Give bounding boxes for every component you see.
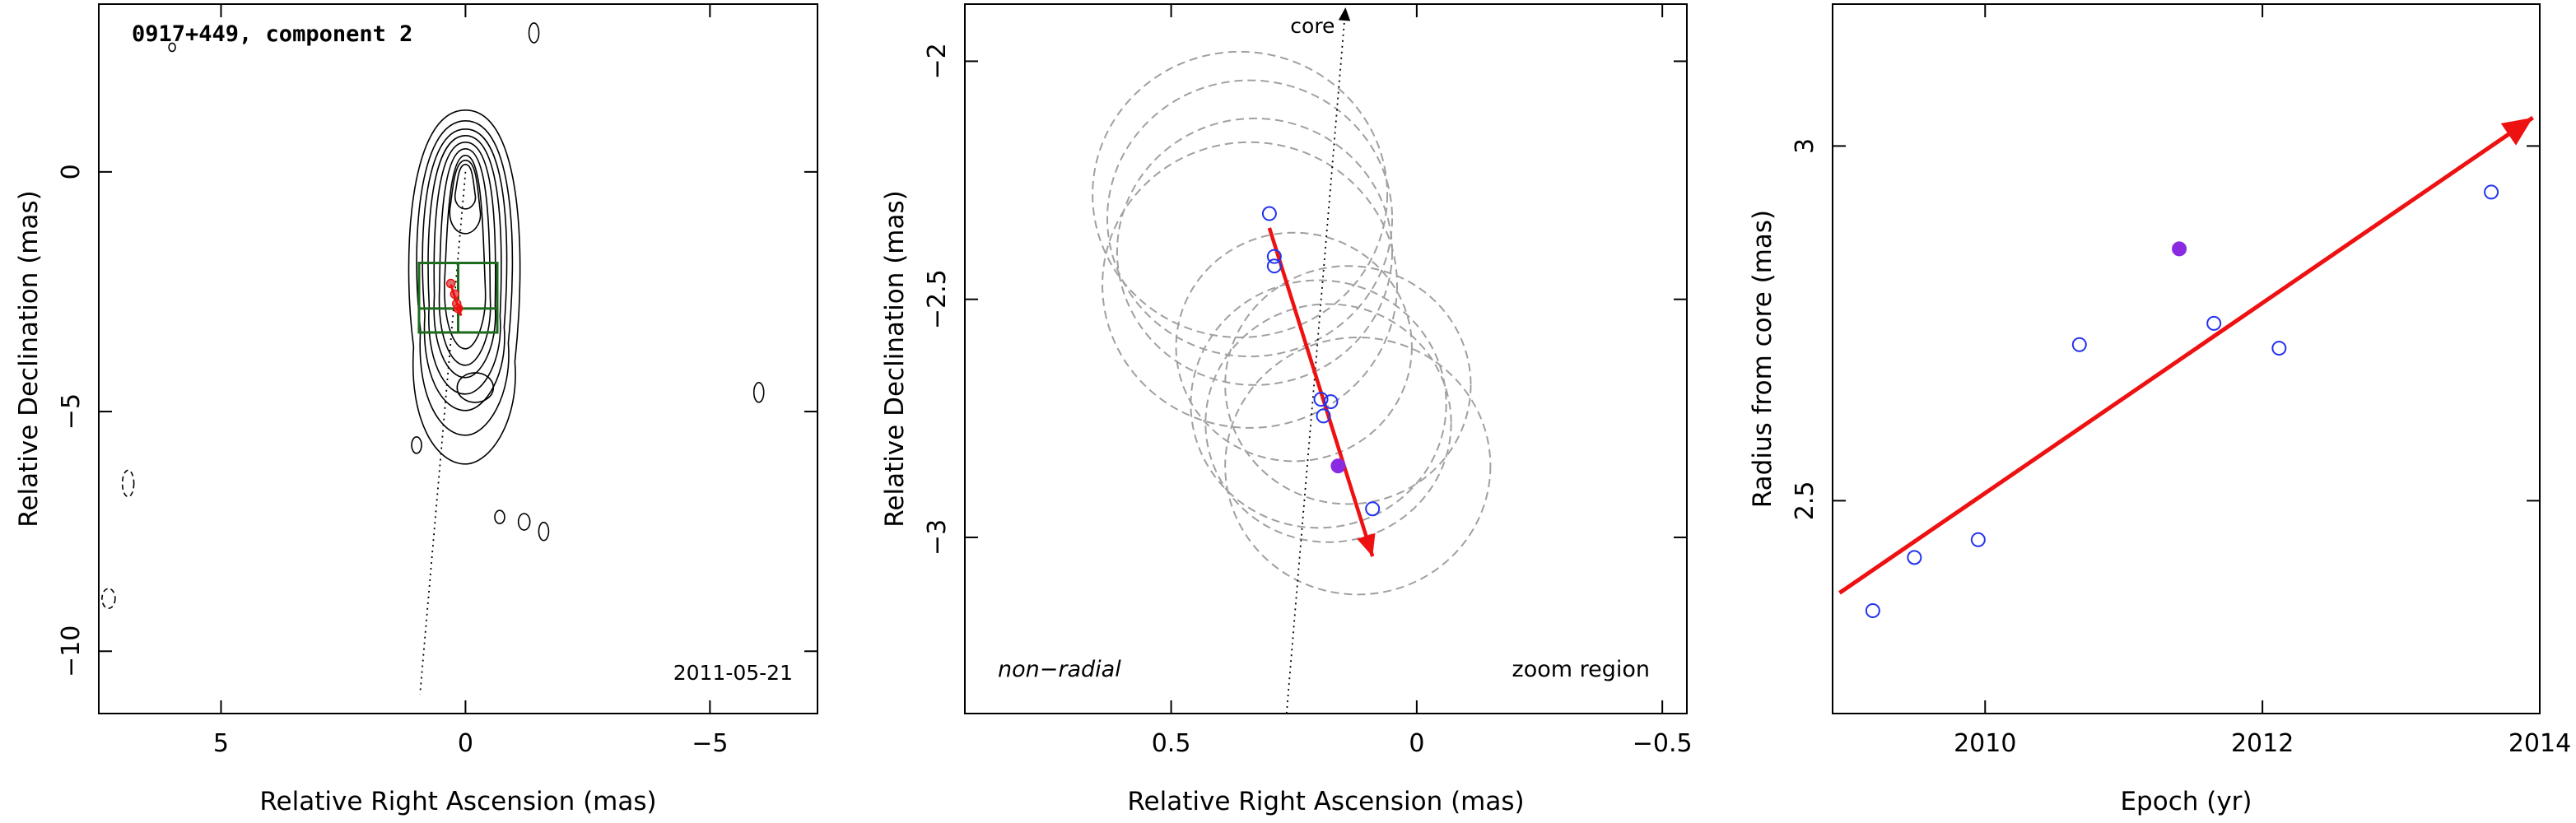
p3-xtick-label: 2012 [2231,729,2294,758]
error-circle [1204,303,1452,543]
open-point [1313,392,1329,407]
core-line-head [1338,7,1351,21]
panel-zoom-region: 0.5 0 −0.5 −2 −2.5 −3 core non−radial zoom re… [880,3,1693,816]
p1-ytick-label: −5 [57,393,86,430]
annotation-non-radial: non−radial [998,657,1121,682]
panel1-xlabel: Relative Right Ascension (mas) [259,787,656,816]
fit-arrow-head [2500,117,2533,146]
panel-contour-map: 5 0 −5 0 −5 −10 0917+449, component 2 2011-05… [14,3,818,816]
error-circle [1224,336,1492,596]
p3-xtick-label: 2014 [2508,729,2571,758]
contour-level [427,135,502,395]
contour-blob [538,521,550,542]
contour-blob [411,436,422,454]
filled-point [1330,458,1346,474]
motion-arrow-head [1357,532,1376,557]
contour-blob [456,372,495,403]
panel2-ylabel: Relative Declination (mas) [880,190,910,528]
open-point [1266,249,1282,264]
error-circle [1116,117,1394,386]
open-point [1365,501,1381,517]
panel2-ticks: 0.5 0 −0.5 −2 −2.5 −3 [923,4,1693,758]
panel2-marks [1092,7,1492,714]
panel2-frame [964,3,1688,714]
panel1-frame [98,3,818,714]
core-direction-line [419,171,467,695]
open-point [2484,184,2499,200]
error-circle [1102,141,1399,429]
panel1-ticks: 5 0 −5 0 −5 −10 [57,4,818,758]
open-point [2271,341,2287,356]
contour-blob [494,509,505,525]
open-point [1907,550,1922,565]
fit-arrow-shaft [1838,115,2534,595]
contour-blob [752,381,765,403]
panel3-ylabel: Radius from core (mas) [1748,210,1777,508]
p3-xtick-label: 2010 [1954,729,2016,758]
p1-xtick-label: 5 [213,729,229,758]
contour-level [408,109,521,465]
panel1-title: 0917+449, component 2 [132,21,412,47]
p2-ytick-label: −3 [923,519,952,556]
p3-ytick-label: 3 [1791,138,1819,154]
p1-ytick-label: 0 [57,164,86,179]
error-circle [1106,79,1394,358]
panel2-xlabel: Relative Right Ascension (mas) [1127,787,1524,816]
component-arrow-head [454,305,463,316]
open-point [1316,408,1331,424]
p1-ytick-label: −10 [57,625,86,677]
panel1-date: 2011-05-21 [673,661,793,685]
open-point [2206,315,2222,331]
contour-level [422,128,508,412]
negative-contour [121,469,135,498]
p1-xtick-label: 0 [458,729,473,758]
error-circle [1224,265,1472,505]
panel3-xlabel: Epoch (yr) [2120,787,2252,816]
negative-contour [101,588,116,610]
core-line-shaft [1285,7,1347,714]
error-circle [1190,279,1447,529]
open-point [1865,603,1880,619]
open-point [1970,532,1986,547]
contour-lines [101,22,765,610]
contour-level [433,142,496,379]
contour-level [444,155,487,350]
panel3-marks [1838,115,2534,619]
open-point [1261,206,1277,221]
open-point [1323,394,1339,410]
error-circle [1092,50,1389,338]
p2-xtick-label: 0 [1409,729,1424,758]
contour-blob [517,513,531,531]
open-point [1266,258,1282,274]
p2-ytick-label: −2.5 [923,269,952,329]
panel3-frame [1832,3,2541,714]
filled-point [2172,241,2187,257]
contour-level [438,148,491,366]
panel1-ylabel: Relative Declination (mas) [14,190,44,528]
panel3-ticks: 2010 2012 2014 2.5 3 [1791,4,2571,758]
panel1-marks [417,171,499,695]
error-circle [1175,231,1413,463]
contour-blob [168,42,176,53]
p2-xtick-label: 0.5 [1152,729,1191,758]
annotation-zoom-region: zoom region [1512,657,1650,682]
contour-level [454,164,477,210]
contour-level [416,120,514,436]
open-point [2071,337,2087,352]
p2-ytick-label: −2 [923,43,952,79]
contour-blob [528,22,540,44]
p2-xtick-label: −0.5 [1633,729,1693,758]
p1-xtick-label: −5 [692,729,728,758]
annotation-core: core [1290,14,1335,38]
p3-ytick-label: 2.5 [1791,481,1819,521]
contour-level [449,160,482,235]
panel-radius-vs-epoch: 2010 2012 2014 2.5 3 Epoch (yr) Radius from … [1748,3,2571,816]
